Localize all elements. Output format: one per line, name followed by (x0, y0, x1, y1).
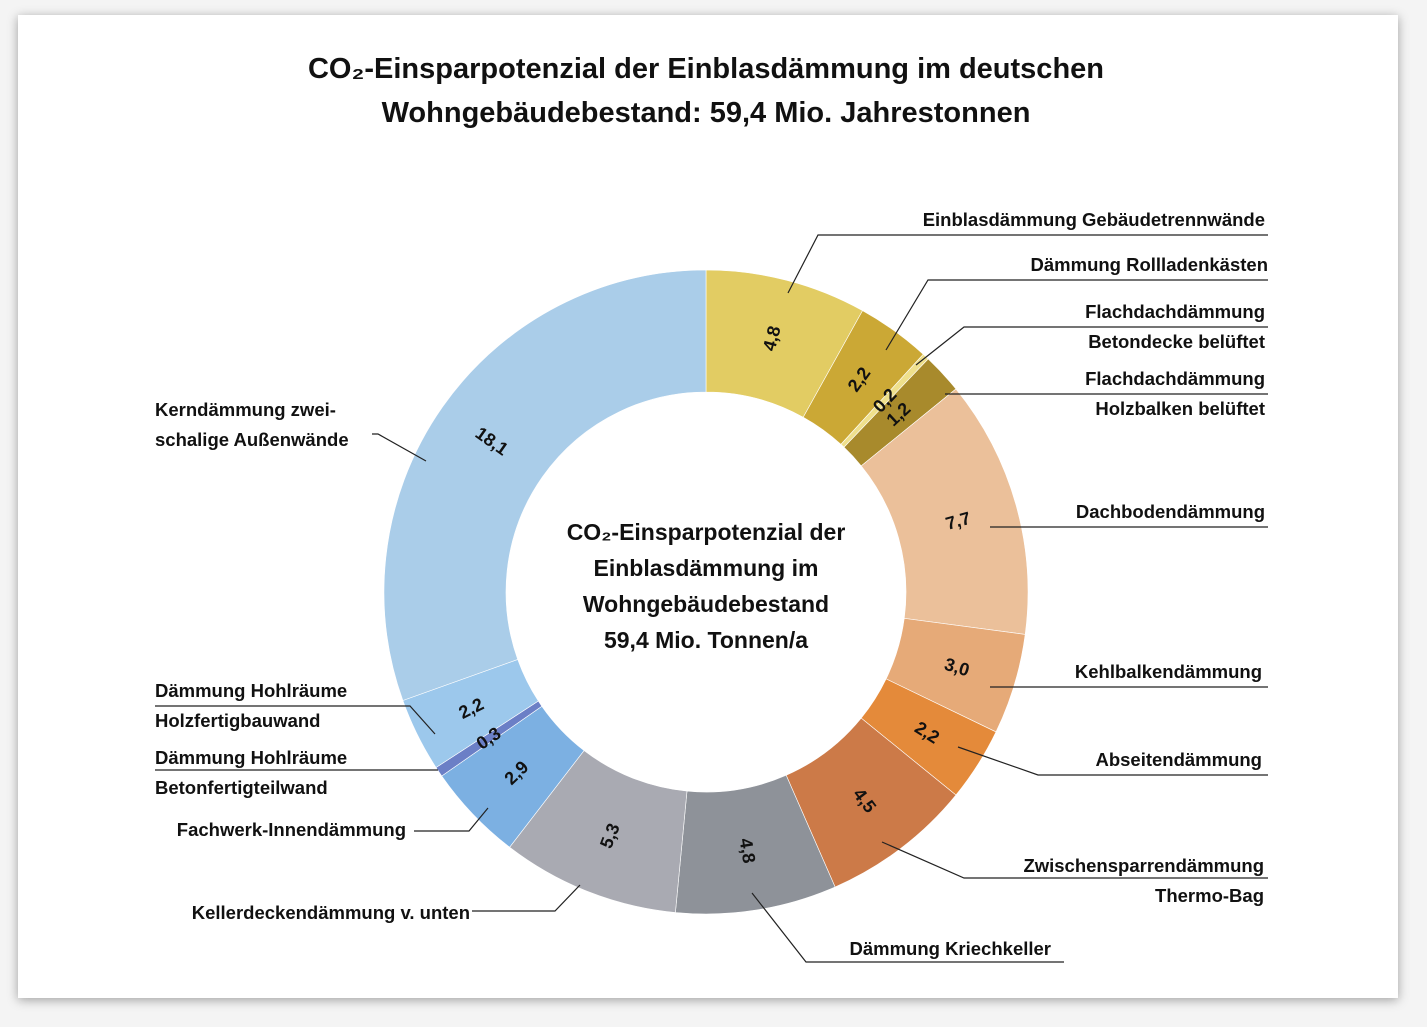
leader-line (372, 433, 427, 462)
center-text-line: Wohngebäudebestand (583, 591, 829, 617)
donut-slice (383, 269, 707, 701)
chart-title-line: Wohngebäudebestand: 59,4 Mio. Jahrestonn… (382, 97, 1031, 129)
center-text-line: CO₂-Einsparpotenzial der (567, 519, 846, 545)
category-label: Dämmung Hohlräume (155, 747, 347, 768)
category-label: Kehlbalkendämmung (1075, 661, 1262, 682)
category-label: Holzfertigbauwand (155, 710, 320, 731)
category-label: Kellerdeckendämmung v. unten (192, 902, 470, 923)
category-label: Holzbalken belüftet (1095, 398, 1265, 419)
chart-title: CO₂-Einsparpotenzial der Einblasdämmung … (308, 53, 1104, 129)
leader-line (787, 234, 1268, 294)
center-text: CO₂-Einsparpotenzial der Einblasdämmung i… (567, 519, 846, 653)
category-label: Thermo-Bag (1155, 885, 1264, 906)
category-label: Dämmung Hohlräume (155, 680, 347, 701)
leader-line (957, 746, 1268, 776)
category-label: Kerndämmung zwei- (155, 399, 336, 420)
leader-line (885, 279, 1268, 351)
category-label: Fachwerk-Innendämmung (177, 819, 406, 840)
leader-line (751, 892, 1064, 963)
value-label: 4,8 (736, 837, 760, 865)
category-label: Dämmung Rollladenkästen (1031, 254, 1268, 275)
category-label: schalige Außenwände (155, 429, 349, 450)
category-label: Flachdachdämmung (1085, 301, 1265, 322)
leader-line (155, 705, 436, 735)
leader-line (915, 326, 1268, 366)
category-label: Abseitendämmung (1095, 749, 1262, 770)
category-label: Zwischensparrendämmung (1023, 855, 1264, 876)
category-label: Einblasdämmung Gebäudetrennwände (923, 209, 1265, 230)
center-text-line: Einblasdämmung im (594, 555, 819, 581)
leader-line (414, 807, 489, 832)
category-label: Flachdachdämmung (1085, 368, 1265, 389)
category-label: Betondecke belüftet (1088, 331, 1265, 352)
category-label: Betonfertigteilwand (155, 777, 328, 798)
chart-title-line: CO₂-Einsparpotenzial der Einblasdämmung … (308, 53, 1104, 85)
leader-line (881, 841, 1268, 879)
category-labels: Einblasdämmung Gebäudetrennwände Dämmung … (155, 209, 1268, 959)
category-label: Dämmung Kriechkeller (849, 938, 1051, 959)
center-text-line: 59,4 Mio. Tonnen/a (604, 627, 808, 653)
category-label: Dachbodendämmung (1076, 501, 1265, 522)
donut-slices (383, 269, 1029, 915)
leader-line (472, 884, 581, 912)
leader-lines (155, 234, 1268, 963)
